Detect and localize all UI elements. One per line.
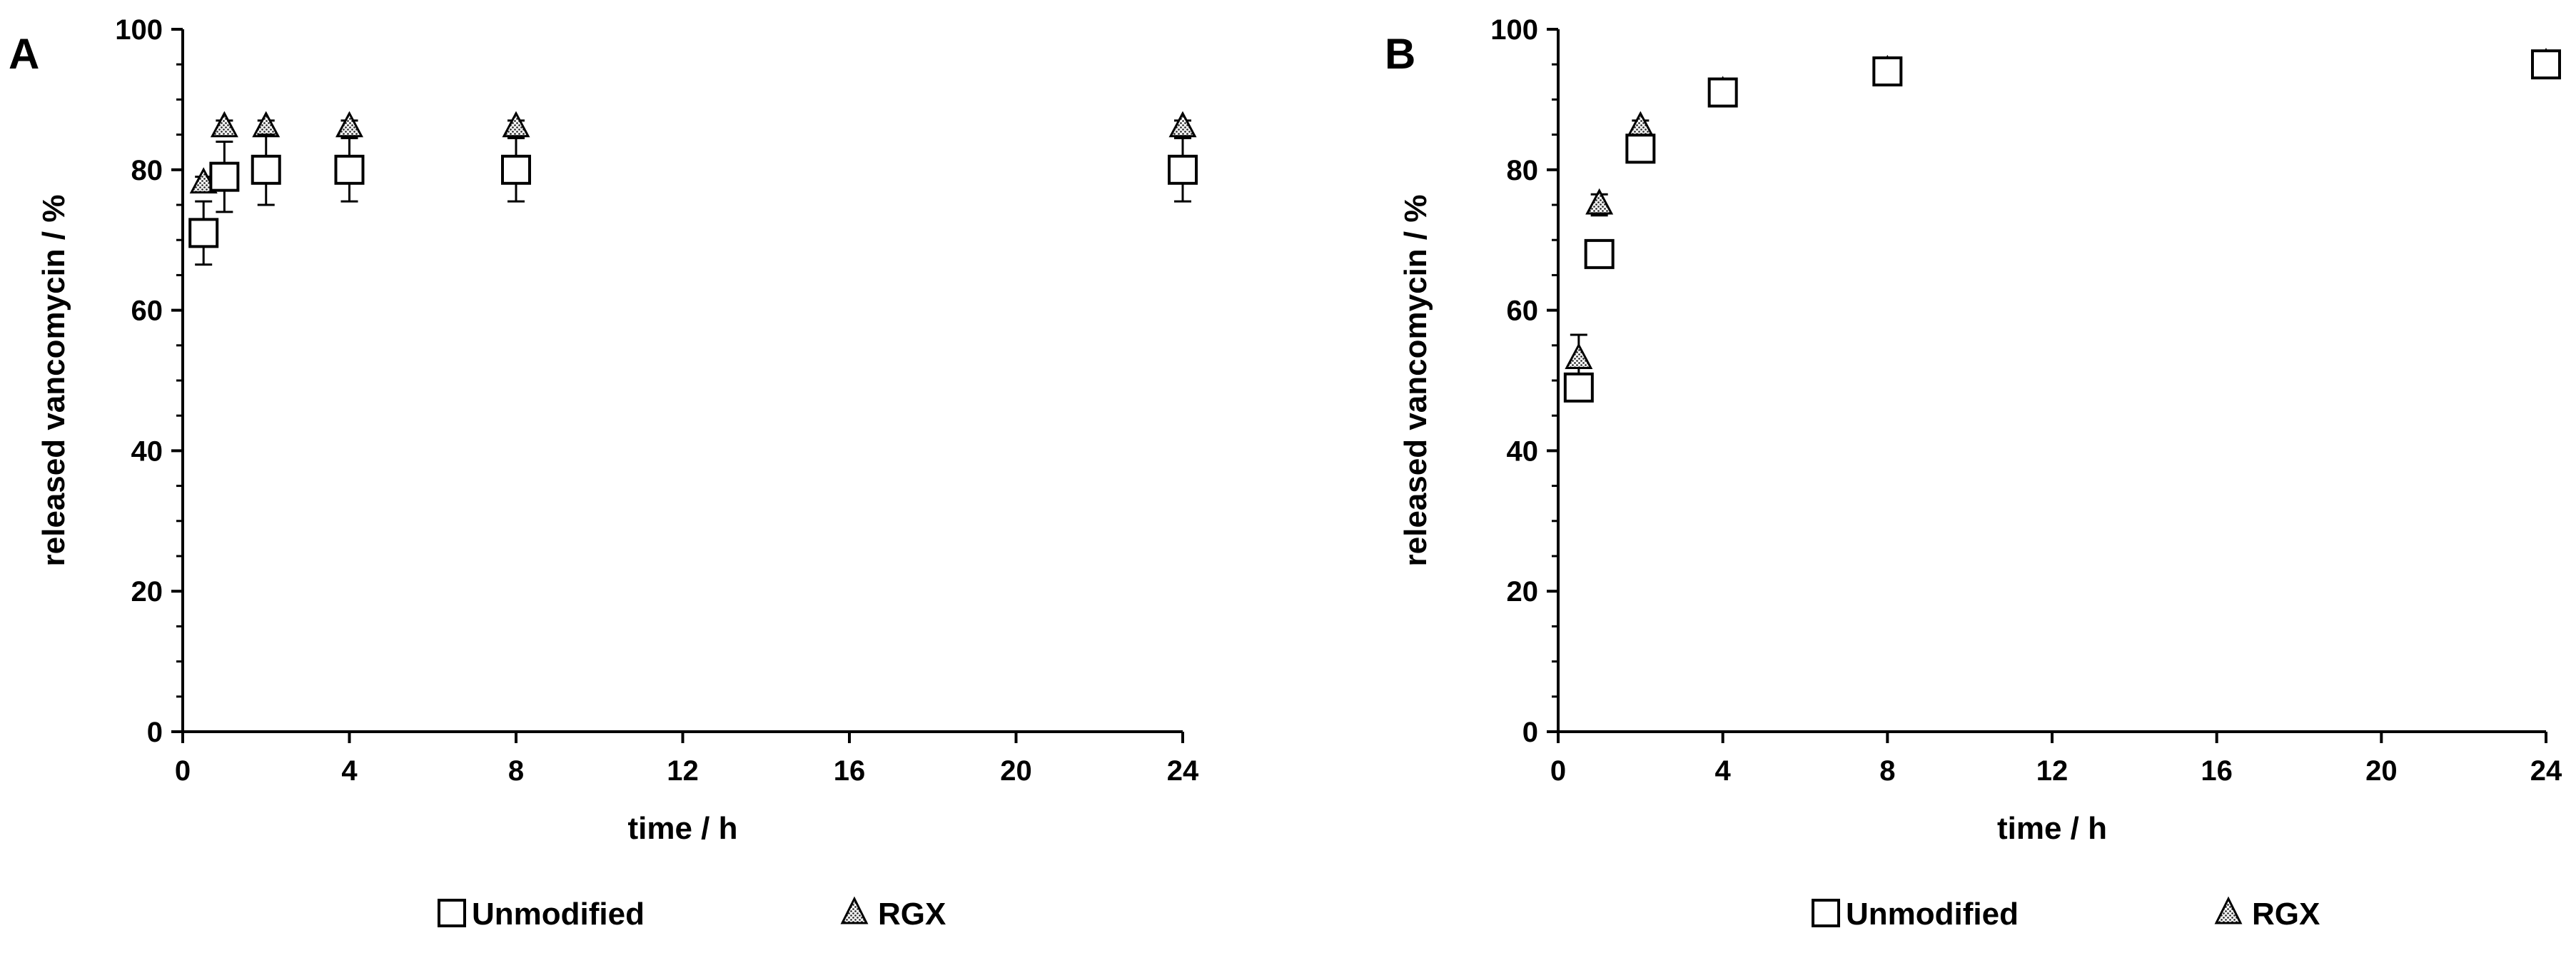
data-point-unmodified	[501, 154, 531, 185]
data-point-unmodified	[251, 154, 281, 185]
y-tick-label: 0	[147, 717, 163, 748]
y-tick-label: 80	[1507, 155, 1539, 186]
x-tick-label: 4	[1715, 755, 1732, 787]
x-tick-label: 20	[1000, 755, 1032, 787]
x-tick-label: 24	[1167, 755, 1199, 787]
data-point-unmodified	[1707, 77, 1738, 108]
panel-b: B 0 20 40 60 80 100 0 4 8 12 16 20 24 time / h released…	[1385, 14, 2562, 932]
data-point-unmodified	[1872, 56, 1903, 87]
y-tick-label: 80	[131, 155, 163, 186]
data-point-rgx	[210, 111, 238, 138]
data-point-unmodified	[2531, 49, 2561, 80]
data-point-rgx	[1626, 111, 1655, 138]
x-tick-label: 4	[341, 755, 358, 787]
legend-marker-rgx	[2214, 896, 2243, 924]
data-point-rgx	[252, 111, 281, 138]
x-tick-label: 20	[2365, 755, 2398, 787]
x-tick-label: 16	[2201, 755, 2233, 787]
legend-label-unmodified: Unmodified	[1846, 897, 2019, 932]
y-tick-label: 20	[131, 576, 163, 607]
x-tick-label: 12	[2036, 755, 2069, 787]
y-tick-label: 40	[131, 435, 163, 467]
y-axis-title: released vancomycin / %	[1398, 195, 1433, 567]
y-tick-label: 0	[1522, 717, 1538, 748]
data-point-unmodified	[1625, 133, 1656, 164]
legend-label-rgx: RGX	[2252, 897, 2320, 932]
data-point-unmodified	[188, 218, 219, 248]
data-point-rgx	[1585, 188, 1614, 215]
data-point-unmodified	[1584, 238, 1615, 269]
legend-label-rgx: RGX	[878, 897, 946, 932]
x-tick-label: 8	[508, 755, 524, 787]
x-tick-label: 0	[1550, 755, 1566, 787]
data-point-unmodified	[209, 161, 240, 192]
x-axis-title: time / h	[627, 811, 737, 846]
x-axis-title: time / h	[1997, 811, 2107, 846]
x-tick-label: 12	[667, 755, 699, 787]
y-tick-label: 60	[131, 296, 163, 327]
x-tick-label: 16	[834, 755, 866, 787]
x-tick-label: 0	[175, 755, 191, 787]
data-point-rgx	[1168, 111, 1197, 138]
data-point-unmodified	[1168, 154, 1198, 185]
data-point-unmodified	[334, 154, 365, 185]
data-point-rgx	[335, 111, 363, 138]
data-point-rgx	[502, 111, 530, 138]
legend-marker-unmodified	[438, 899, 466, 927]
panel-label: A	[9, 30, 39, 78]
data-point-unmodified	[1563, 372, 1594, 403]
x-tick-label: 8	[1879, 755, 1895, 787]
y-axis-title: released vancomycin / %	[36, 195, 71, 567]
y-tick-label: 100	[1490, 14, 1538, 46]
x-tick-label: 24	[2530, 755, 2562, 787]
legend-marker-rgx	[840, 896, 869, 924]
y-tick-label: 20	[1507, 576, 1539, 607]
legend-marker-unmodified	[1812, 899, 1840, 927]
data-point-rgx	[1565, 343, 1593, 369]
y-tick-label: 40	[1507, 435, 1539, 467]
y-tick-label: 60	[1507, 296, 1539, 327]
y-tick-label: 100	[115, 14, 163, 46]
legend-label-unmodified: Unmodified	[472, 897, 645, 932]
panel-a: A 0 20 40 60 80 100 0 4 8 12 16 20 24 time / h released…	[9, 14, 1199, 932]
panel-label: B	[1385, 30, 1415, 78]
